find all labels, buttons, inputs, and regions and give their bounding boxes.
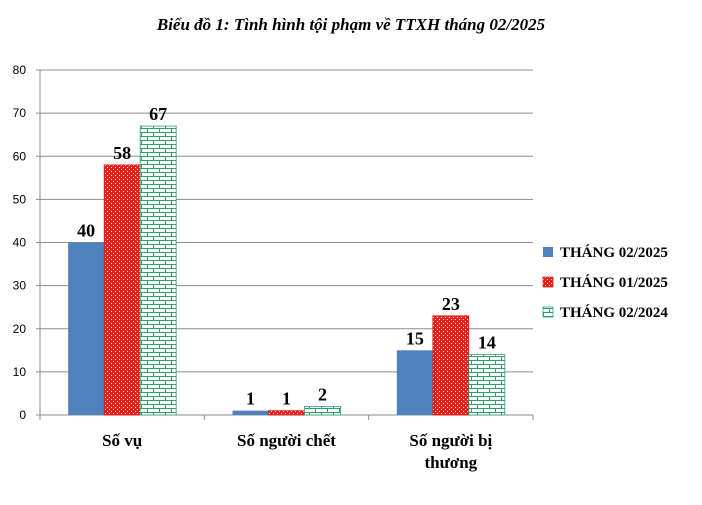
bar bbox=[68, 242, 105, 415]
bar bbox=[232, 410, 269, 415]
y-tick-label: 30 bbox=[13, 279, 27, 293]
bar bbox=[304, 405, 341, 416]
legend-swatch bbox=[542, 306, 554, 318]
data-label: 58 bbox=[113, 143, 131, 163]
bar bbox=[432, 315, 470, 416]
data-label: 1 bbox=[282, 389, 291, 409]
legend-label: THÁNG 02/2024 bbox=[560, 304, 668, 321]
legend-label: THÁNG 01/2025 bbox=[560, 274, 668, 291]
y-tick-label: 0 bbox=[19, 408, 26, 422]
bar bbox=[139, 125, 177, 416]
legend-label: THÁNG 02/2025 bbox=[560, 244, 668, 261]
data-label: 15 bbox=[406, 328, 424, 348]
x-category-label: Số người chết bbox=[237, 431, 336, 450]
y-tick-label: 20 bbox=[13, 322, 27, 336]
x-category-label: Số vụ bbox=[102, 431, 142, 450]
data-label: 1 bbox=[246, 389, 255, 409]
legend-swatch bbox=[542, 276, 554, 288]
bar bbox=[468, 354, 506, 416]
y-tick-label: 80 bbox=[13, 63, 27, 77]
data-label: 23 bbox=[442, 294, 460, 314]
y-tick-label: 40 bbox=[13, 236, 27, 250]
bar bbox=[396, 350, 433, 415]
y-tick-label: 60 bbox=[13, 149, 27, 163]
data-label: 2 bbox=[318, 384, 327, 404]
bar bbox=[268, 410, 305, 416]
bar bbox=[103, 164, 141, 416]
data-label: 40 bbox=[77, 221, 95, 241]
y-tick-label: 50 bbox=[13, 192, 27, 206]
chart-title: Biểu đồ 1: Tình hình tội phạm về TTXH th… bbox=[156, 15, 546, 34]
y-tick-label: 70 bbox=[13, 106, 27, 120]
data-label: 67 bbox=[149, 104, 167, 124]
data-label: 14 bbox=[478, 333, 496, 353]
x-category-label: thương bbox=[424, 453, 477, 472]
y-tick-label: 10 bbox=[13, 365, 27, 379]
legend-swatch bbox=[543, 247, 553, 257]
x-category-label: Số người bị bbox=[409, 431, 492, 450]
